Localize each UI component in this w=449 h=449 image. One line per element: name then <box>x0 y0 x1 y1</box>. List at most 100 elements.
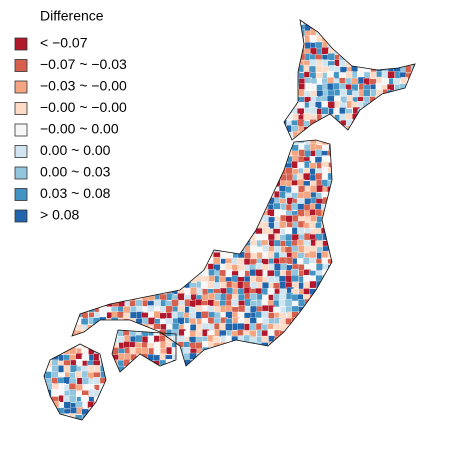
cell <box>382 413 390 420</box>
cell <box>382 29 390 37</box>
cell <box>358 53 366 61</box>
cell <box>279 156 287 164</box>
cell <box>392 418 401 420</box>
cell <box>226 348 234 356</box>
cell <box>356 150 365 158</box>
cell <box>130 396 138 404</box>
cell <box>177 358 185 367</box>
cell <box>226 120 234 129</box>
cell <box>412 78 415 86</box>
cell <box>412 42 415 50</box>
cell <box>166 185 174 193</box>
cell <box>321 120 330 129</box>
cell <box>177 114 185 122</box>
cell <box>387 198 395 206</box>
cell <box>57 311 66 319</box>
cell <box>394 323 403 331</box>
cell <box>99 252 107 261</box>
cell <box>285 167 293 175</box>
cell <box>171 258 179 266</box>
cell <box>153 167 162 176</box>
cell <box>166 102 174 110</box>
cell <box>375 126 384 134</box>
cell <box>411 244 415 253</box>
cell <box>81 239 90 248</box>
cell <box>375 162 383 170</box>
cell <box>338 245 347 253</box>
cell <box>370 180 378 188</box>
cell <box>213 78 221 86</box>
cell <box>340 329 348 337</box>
cell <box>99 264 107 272</box>
cell <box>244 227 252 235</box>
cell <box>327 354 336 362</box>
cell <box>129 376 138 385</box>
cell <box>232 179 240 187</box>
cell <box>400 323 408 332</box>
cell <box>387 23 395 31</box>
cell <box>417 277 424 284</box>
cell <box>298 354 307 362</box>
cell <box>56 282 65 290</box>
cell <box>375 174 384 182</box>
cell <box>304 312 312 321</box>
cell <box>399 330 408 339</box>
cell <box>344 414 353 420</box>
cell <box>340 29 348 37</box>
cell <box>351 421 358 428</box>
cell <box>160 245 168 253</box>
cell <box>166 257 174 265</box>
cell <box>171 83 179 92</box>
cell <box>160 166 169 175</box>
cell <box>316 372 324 381</box>
cell <box>232 161 240 170</box>
cell <box>291 353 299 362</box>
cell <box>400 107 408 115</box>
cell <box>249 378 257 386</box>
cell <box>418 343 425 350</box>
cell <box>112 288 120 296</box>
cell <box>363 359 371 368</box>
cell <box>226 353 235 362</box>
cell <box>190 401 199 409</box>
cell <box>364 311 372 319</box>
cell <box>135 347 143 355</box>
cell <box>274 353 282 361</box>
cell <box>249 413 257 420</box>
cell <box>238 77 246 86</box>
cell <box>345 161 353 169</box>
cell <box>232 149 240 157</box>
cell <box>130 114 138 122</box>
cell <box>297 413 306 420</box>
cell <box>250 65 258 73</box>
cell <box>218 185 227 193</box>
cell <box>381 336 390 344</box>
cell <box>154 371 162 379</box>
cell <box>255 113 263 121</box>
cell <box>141 210 149 219</box>
cell <box>370 390 378 399</box>
cell <box>44 246 47 254</box>
cell <box>153 215 162 223</box>
legend-title: Difference <box>40 8 104 24</box>
cell <box>352 324 360 332</box>
cell <box>183 53 191 61</box>
cell <box>165 246 173 254</box>
cell <box>364 203 373 211</box>
cell <box>351 77 359 86</box>
cell <box>411 335 415 343</box>
cell <box>207 419 216 420</box>
cell <box>195 389 203 397</box>
cell <box>370 377 378 385</box>
cell <box>87 329 95 337</box>
cell <box>345 30 353 38</box>
cell <box>261 90 269 98</box>
cell <box>123 371 132 379</box>
cell <box>394 20 402 27</box>
cell <box>195 36 203 44</box>
cell <box>106 204 114 213</box>
cell <box>117 286 125 295</box>
cell <box>213 125 221 133</box>
cell <box>267 275 276 284</box>
cell <box>195 330 203 338</box>
